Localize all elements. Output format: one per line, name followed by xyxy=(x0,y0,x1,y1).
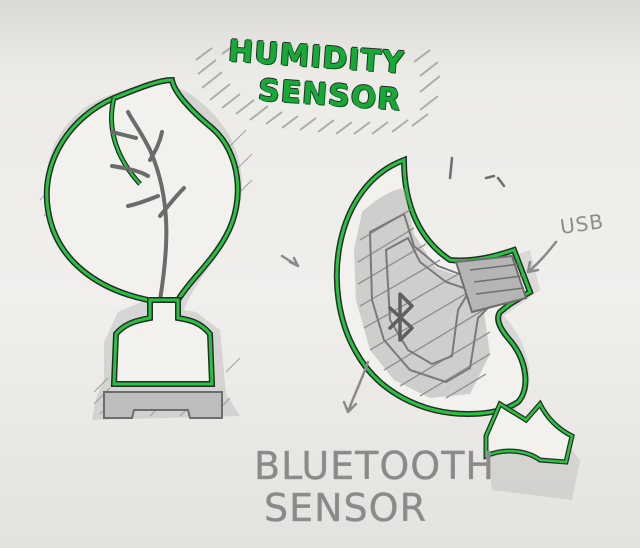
pencil-ticks xyxy=(448,156,506,188)
connector-arrow-icon xyxy=(280,254,300,268)
bluetooth-label-line-2: SENSOR xyxy=(264,486,427,531)
usb-arrow-icon xyxy=(526,240,558,274)
bluetooth-icon xyxy=(388,292,414,342)
bluetooth-pointer-arrow-icon xyxy=(342,360,370,414)
bluetooth-label-line-1: BLUETOOTH xyxy=(254,444,495,489)
title-hatching xyxy=(195,43,441,135)
leaf-plant-icon xyxy=(39,76,253,421)
bluetooth-sensor-device xyxy=(333,155,580,500)
